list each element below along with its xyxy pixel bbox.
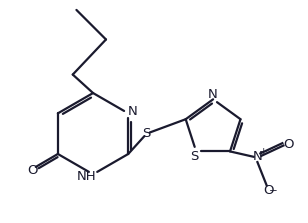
Text: N: N [208, 88, 218, 101]
Text: N: N [128, 105, 138, 118]
Text: O: O [284, 138, 294, 151]
Text: S: S [190, 150, 198, 163]
Text: N: N [253, 150, 262, 163]
Text: +: + [259, 147, 267, 156]
Text: O: O [27, 164, 37, 177]
Text: NH: NH [77, 170, 97, 183]
Text: S: S [142, 127, 151, 140]
Text: −: − [269, 186, 277, 196]
Text: O: O [263, 184, 274, 197]
